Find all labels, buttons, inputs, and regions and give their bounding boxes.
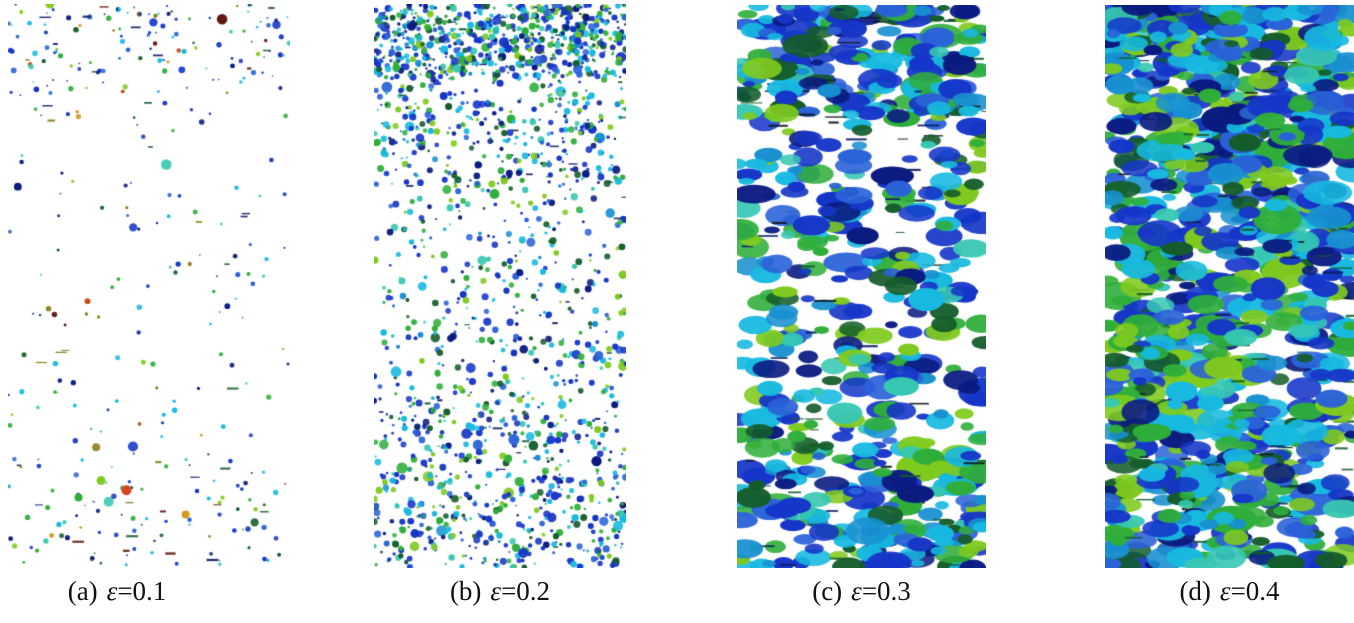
panel-c-epsilon-symbol: ε (851, 576, 862, 606)
panel-a-scatter-image (8, 4, 290, 568)
panel-d-caption-value: =0.4 (1230, 576, 1280, 606)
panel-c-caption-label: (c) (812, 576, 843, 606)
panel-a-caption-label: (a) (67, 576, 98, 606)
panel-c (737, 5, 986, 568)
panel-a-caption-value: =0.1 (117, 576, 167, 606)
panel-d (1105, 5, 1354, 568)
panel-b (374, 4, 626, 568)
panel-d-epsilon-symbol: ε (1219, 576, 1231, 606)
panel-d-scatter-image (1105, 5, 1354, 568)
panel-a-caption: (a) ε=0.1 (0, 576, 242, 607)
panel-a-epsilon-symbol: ε (106, 576, 118, 606)
panel-b-caption-label: (b) (449, 576, 482, 606)
panel-b-caption: (b) ε=0.2 (374, 576, 626, 607)
panel-c-caption-value: =0.3 (861, 576, 911, 606)
panel-b-caption-value: =0.2 (501, 576, 551, 606)
panel-c-caption: (c) ε=0.3 (737, 576, 986, 607)
panel-b-epsilon-symbol: ε (490, 576, 502, 606)
panel-d-caption-label: (d) (1179, 576, 1211, 606)
panel-d-caption: (d) ε=0.4 (1105, 576, 1354, 607)
panel-a (8, 4, 290, 568)
panel-b-scatter-image (374, 4, 626, 568)
panel-c-scatter-image (737, 5, 986, 568)
